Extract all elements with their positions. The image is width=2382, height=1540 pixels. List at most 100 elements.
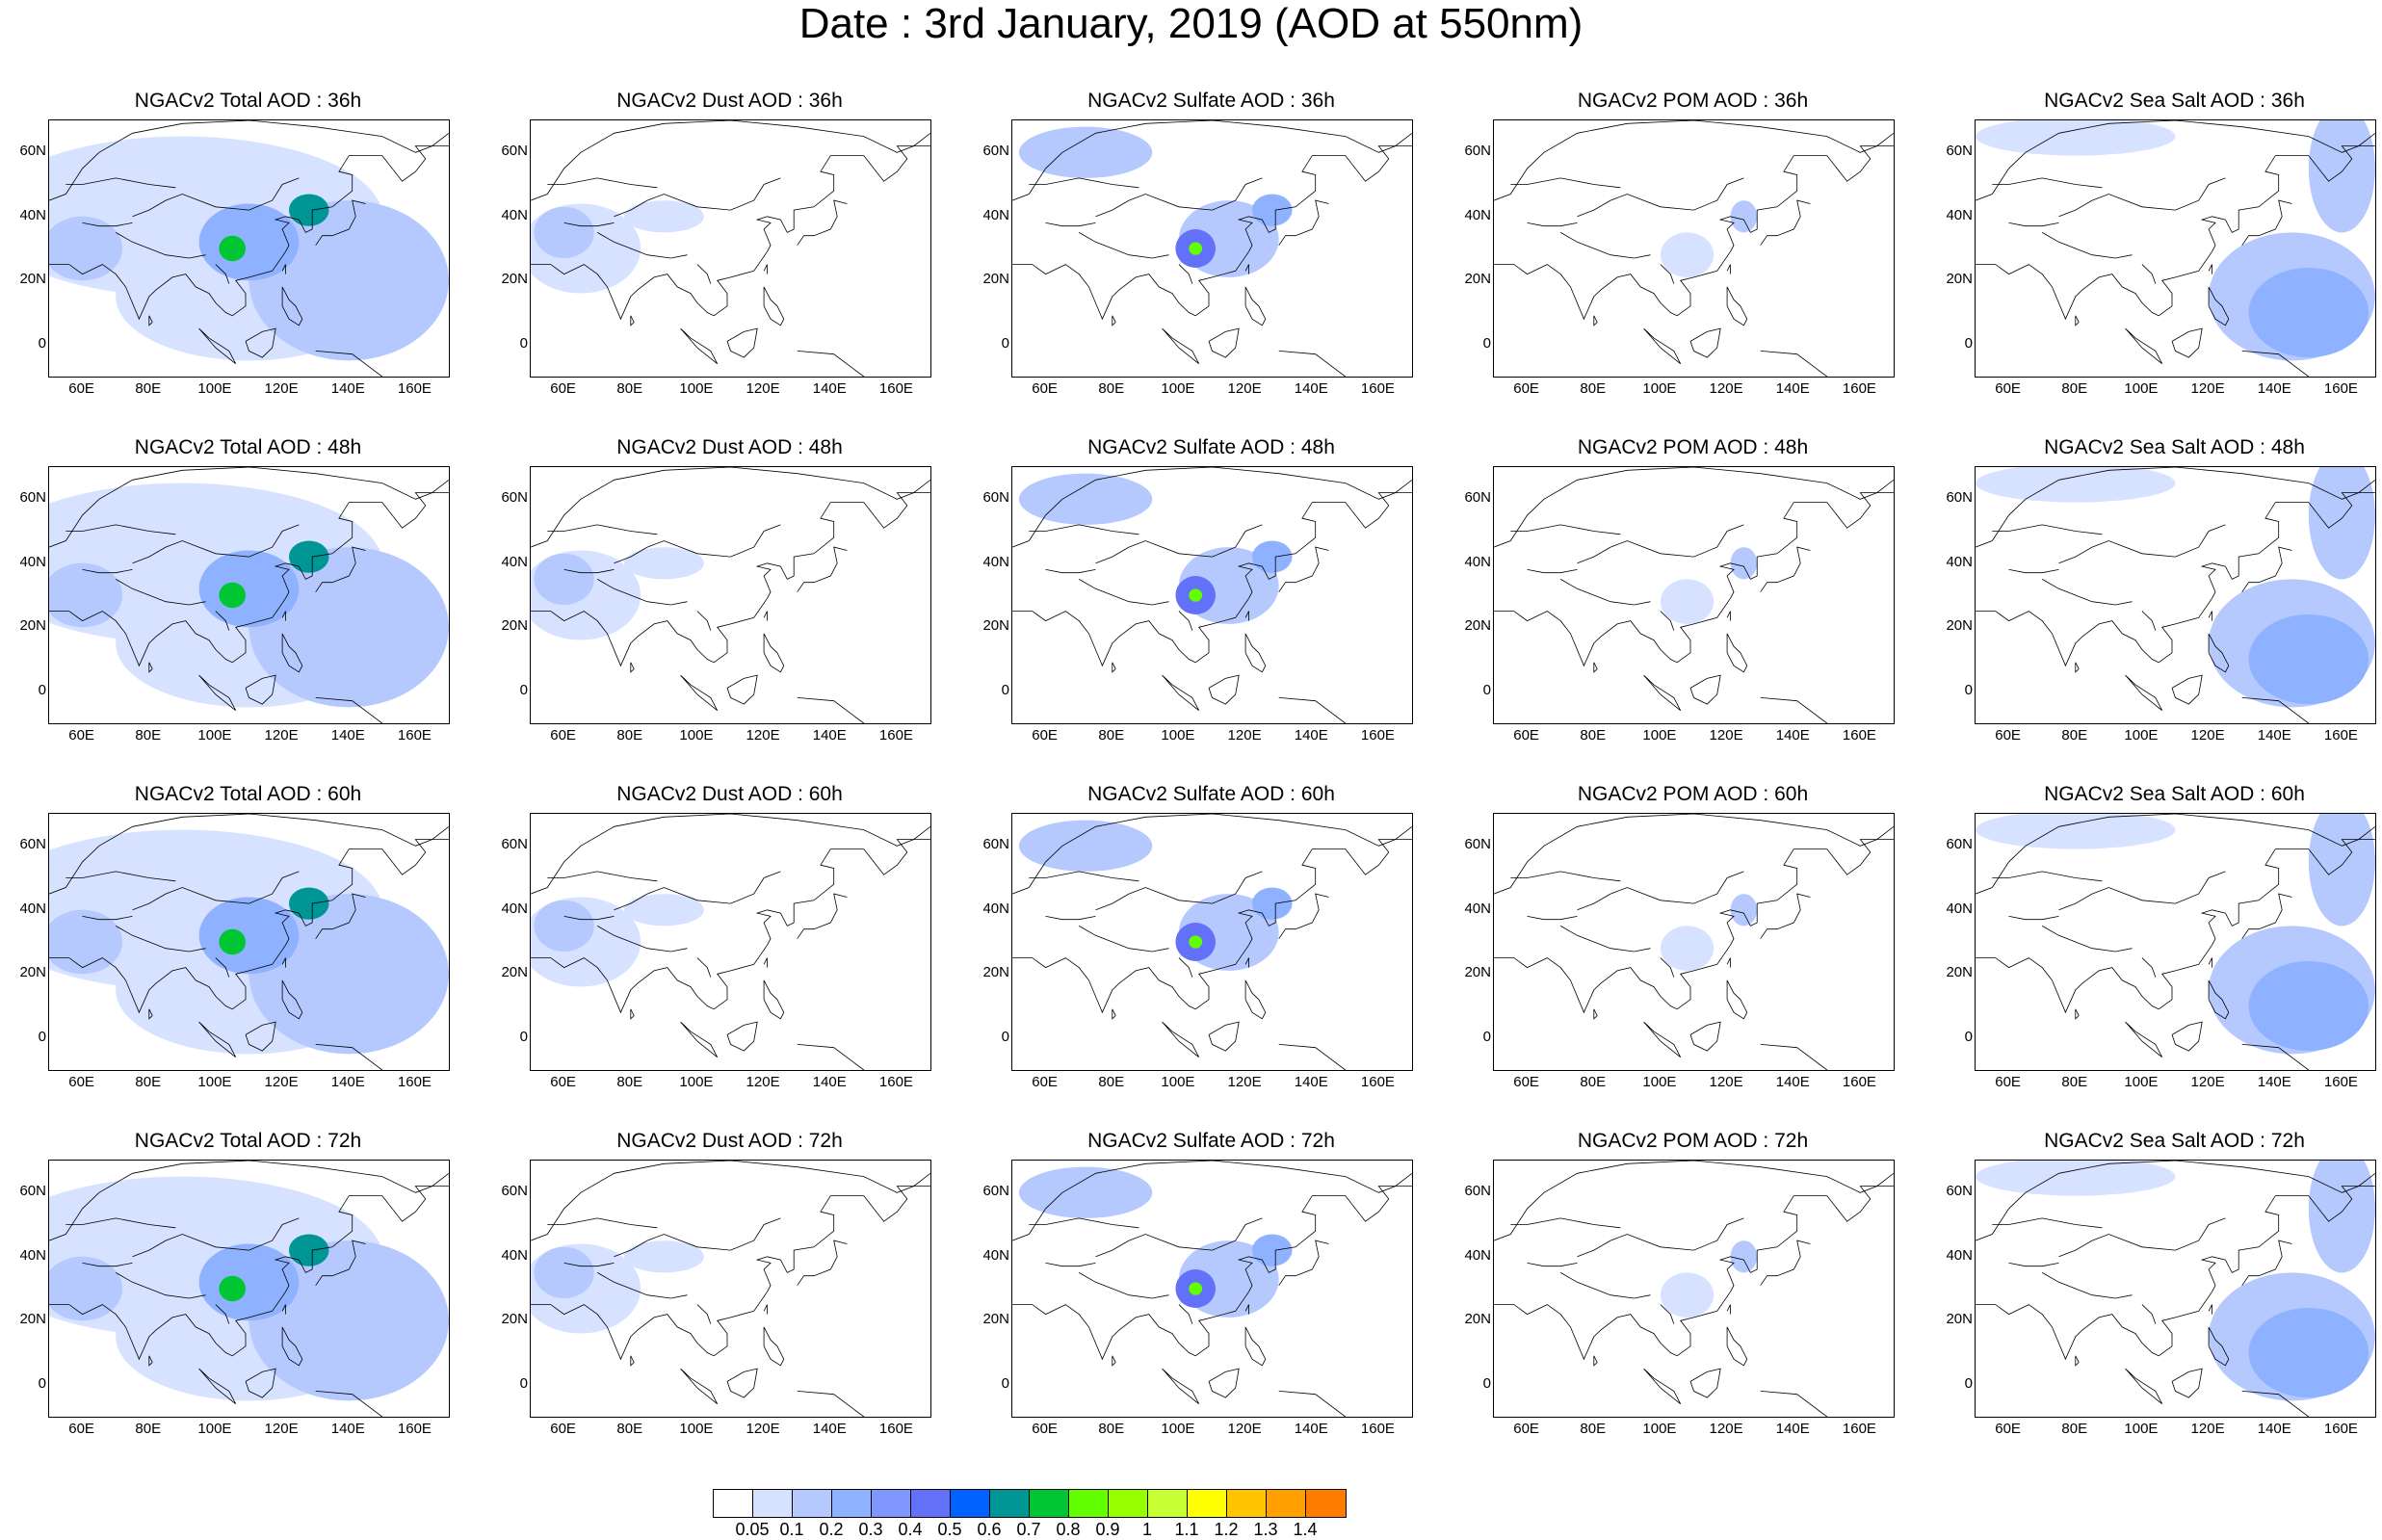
- map-svg: [1976, 467, 2375, 723]
- coastline: [1244, 633, 1267, 673]
- coastline: [1976, 839, 2375, 1014]
- colorbar-label: 0.7: [1016, 1520, 1041, 1539]
- coastline: [65, 177, 176, 189]
- coastline: [245, 327, 276, 358]
- map-plot-area: [1975, 119, 2376, 378]
- map-panel: NGACv2 POM AOD : 72h 60N 40N 20N 0 60E 80E 100E…: [1445, 1129, 1895, 1437]
- panel-title: NGACv2 Total AOD : 72h: [134, 1130, 362, 1152]
- coastline: [281, 633, 303, 673]
- coastline: [597, 926, 688, 953]
- coastline: [2058, 871, 2226, 911]
- lon-tick-label: 120E: [2190, 1074, 2225, 1090]
- lon-tick-label: 80E: [616, 380, 643, 397]
- coastline: [2241, 893, 2292, 939]
- aod-field: [1189, 1282, 1203, 1295]
- coastline: [1494, 145, 1894, 321]
- lon-tick-label: 100E: [197, 380, 232, 397]
- lon-tick-label: 160E: [397, 1421, 432, 1437]
- colorbar-label: 0.4: [898, 1520, 923, 1539]
- coastline: [1494, 467, 1894, 548]
- colorbar-label: 1.1: [1174, 1520, 1199, 1539]
- lat-tick-label: 60N: [1464, 143, 1491, 160]
- coastline: [1593, 662, 1598, 673]
- lat-tick-label: 20N: [1946, 617, 1973, 635]
- lat-tick-label: 0: [38, 334, 46, 352]
- aod-field: [289, 540, 329, 573]
- aod-field: [623, 200, 704, 233]
- lon-tick-label: 100E: [1642, 727, 1677, 744]
- aod-field: [219, 1275, 247, 1302]
- coastline: [132, 177, 300, 218]
- colorbar-swatch: [911, 1490, 951, 1517]
- lat-tick-label: 0: [1964, 1028, 1973, 1045]
- lat-tick-label: 60N: [1464, 836, 1491, 853]
- colorbar-swatch: [714, 1490, 753, 1517]
- coastline: [1208, 1368, 1240, 1398]
- lon-tick-label: 100E: [2124, 1074, 2159, 1090]
- map-plot-area: [530, 119, 931, 378]
- lon-tick-label: 60E: [1995, 380, 2021, 397]
- coastline: [1976, 145, 2375, 321]
- lon-tick-label: 80E: [616, 1421, 643, 1437]
- coastline: [281, 611, 286, 621]
- aod-field: [1252, 540, 1293, 573]
- coastline: [2075, 315, 2080, 326]
- colorbar-swatch: [872, 1490, 911, 1517]
- panel-title: NGACv2 Total AOD : 36h: [134, 90, 362, 112]
- coastline: [563, 569, 615, 574]
- lat-tick-label: 60N: [1946, 1183, 1973, 1200]
- aod-field: [534, 900, 594, 952]
- lon-tick-label: 60E: [1513, 380, 1539, 397]
- coastline: [614, 524, 781, 564]
- coastline: [1494, 120, 1894, 201]
- coastline: [763, 979, 785, 1020]
- coastline: [797, 1391, 865, 1417]
- aod-field: [1189, 935, 1203, 949]
- coastline: [763, 1326, 785, 1367]
- coastline: [1045, 916, 1096, 921]
- coastline: [82, 916, 133, 921]
- coastline: [680, 327, 719, 365]
- figure-title: Date : 3rd January, 2019 (AOD at 550nm): [798, 0, 1584, 47]
- lat-tick-label: 20N: [19, 271, 46, 288]
- lon-tick-label: 160E: [397, 1074, 432, 1090]
- coastline: [1560, 232, 1651, 259]
- colorbar-swatch: [1188, 1490, 1227, 1517]
- map-panel: NGACv2 Sulfate AOD : 36h 60N 40N 20N 0 60E 80E…: [963, 89, 1413, 397]
- coastline: [2171, 674, 2203, 705]
- lon-tick-label: 100E: [197, 1421, 232, 1437]
- lon-tick-label: 100E: [1642, 1074, 1677, 1090]
- coastline: [680, 1021, 719, 1058]
- lat-tick-label: 0: [1482, 681, 1491, 698]
- coastline: [1527, 1263, 1578, 1267]
- lon-tick-label: 120E: [1709, 727, 1743, 744]
- coastline: [281, 264, 286, 274]
- lon-tick-label: 160E: [2323, 727, 2358, 744]
- aod-field: [219, 928, 247, 955]
- lat-tick-label: 20N: [1946, 271, 1973, 288]
- coastline: [148, 1355, 153, 1367]
- coastline: [1278, 1391, 1347, 1417]
- coastline: [763, 611, 768, 621]
- lat-tick-label: 0: [1001, 1374, 1009, 1392]
- coastline: [1510, 1217, 1621, 1229]
- coastline: [1527, 222, 1578, 227]
- coastline: [1726, 1304, 1731, 1315]
- coastline: [614, 177, 781, 218]
- coastline: [696, 611, 712, 631]
- colorbar: [713, 1489, 1347, 1518]
- lat-tick-label: 40N: [19, 1246, 46, 1264]
- lon-tick-label: 80E: [2061, 1421, 2088, 1437]
- coastline: [49, 120, 449, 201]
- lon-tick-label: 120E: [746, 380, 780, 397]
- coastline: [315, 546, 366, 592]
- coastline: [1527, 916, 1578, 921]
- map-svg: [1494, 1161, 1894, 1417]
- coastline: [2208, 633, 2230, 673]
- lon-tick-label: 80E: [1580, 1421, 1607, 1437]
- lat-tick-label: 60N: [982, 489, 1009, 507]
- coastline: [2125, 674, 2163, 712]
- lon-tick-label: 120E: [1227, 380, 1262, 397]
- lon-tick-label: 80E: [1580, 727, 1607, 744]
- lon-tick-label: 140E: [812, 1421, 847, 1437]
